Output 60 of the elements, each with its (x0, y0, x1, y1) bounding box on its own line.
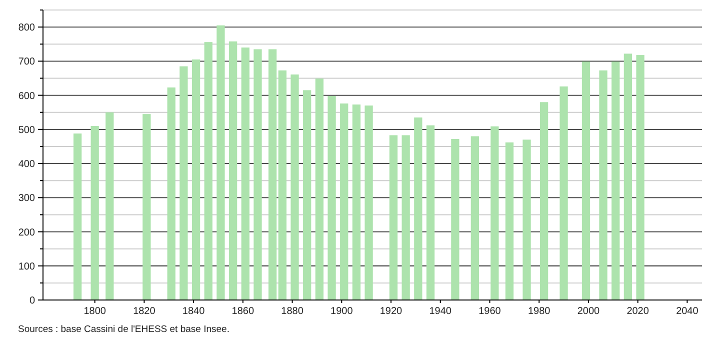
y-tick-label: 100 (18, 261, 36, 272)
bar (636, 55, 644, 300)
bar (73, 134, 82, 300)
bar (505, 142, 514, 300)
x-tick-label: 1960 (478, 306, 502, 317)
x-tick-label: 1880 (281, 306, 304, 317)
x-tick-label: 1980 (528, 306, 551, 317)
bar (268, 49, 277, 300)
bar (599, 70, 608, 300)
bar (402, 135, 410, 300)
bar (540, 102, 548, 300)
bar (192, 59, 200, 300)
bar (106, 112, 114, 300)
x-tick-label: 2040 (676, 306, 699, 317)
bar (389, 135, 398, 300)
x-tick-label: 1860 (232, 306, 254, 317)
y-tick-label: 700 (18, 56, 36, 68)
bar (426, 125, 435, 300)
bar (522, 140, 531, 300)
bar (204, 42, 212, 300)
bar (228, 41, 238, 300)
x-tick-label: 1940 (429, 306, 452, 317)
bar (241, 48, 250, 300)
y-tick-label: 600 (18, 90, 36, 102)
bar (470, 136, 479, 300)
x-tick-label: 2020 (626, 306, 650, 317)
x-tick-label: 1900 (330, 306, 354, 317)
bar (315, 78, 324, 300)
bar (451, 138, 460, 300)
x-tick-label: 1820 (133, 306, 156, 317)
y-tick-label: 800 (18, 22, 36, 34)
bar (624, 54, 632, 300)
x-tick-label: 1920 (380, 306, 403, 317)
y-tick-label: 0 (29, 296, 36, 306)
bar (582, 62, 590, 300)
bar (364, 106, 373, 300)
bar (352, 104, 361, 300)
x-tick-label: 2000 (577, 306, 600, 317)
bar (278, 70, 286, 300)
bar (142, 114, 151, 300)
source-note: Sources : base Cassini de l'EHESS et base Insee. (18, 324, 230, 335)
x-tick-label: 1840 (182, 306, 206, 317)
bar (180, 66, 188, 300)
bar (216, 25, 225, 300)
bar (167, 87, 176, 300)
bar (90, 126, 99, 300)
bar (290, 74, 299, 300)
x-tick-label: 1800 (84, 306, 106, 317)
bar (328, 96, 336, 300)
y-tick-label: 200 (18, 227, 36, 238)
bar (560, 86, 568, 300)
bar (612, 62, 620, 300)
bar (490, 126, 499, 300)
y-tick-label: 400 (18, 159, 36, 170)
bar (254, 49, 262, 300)
bar (303, 90, 312, 300)
y-tick-label: 300 (18, 193, 36, 204)
bar (340, 103, 348, 300)
y-tick-label: 500 (18, 124, 36, 136)
bar (414, 117, 422, 300)
